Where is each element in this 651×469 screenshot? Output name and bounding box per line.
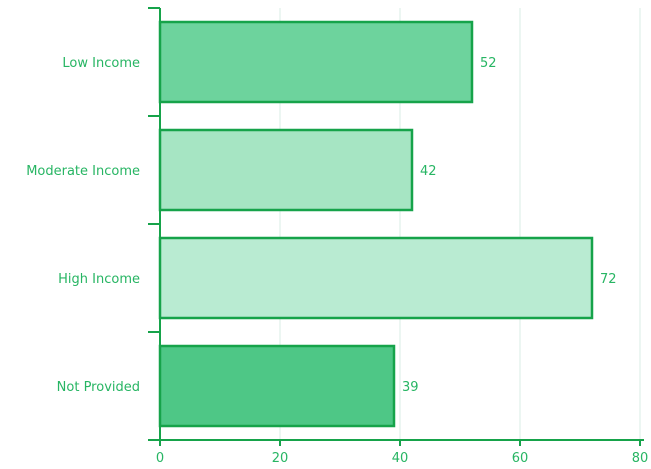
bar-not-provided[interactable] <box>158 344 396 428</box>
bar-moderate-income[interactable] <box>158 128 414 212</box>
x-tick-label: 20 <box>272 451 289 466</box>
axes <box>148 7 644 446</box>
bar-high-income[interactable] <box>158 236 594 320</box>
x-tick-label: 80 <box>632 451 649 466</box>
category-label: Moderate Income <box>26 164 140 179</box>
x-tick-label: 0 <box>156 451 164 466</box>
data-label: 72 <box>600 272 617 287</box>
data-label: 39 <box>402 380 419 395</box>
data-label: 52 <box>480 56 497 71</box>
data-label: 42 <box>420 164 437 179</box>
category-label: Not Provided <box>57 380 140 395</box>
bars <box>158 20 594 428</box>
x-tick-label: 40 <box>392 451 409 466</box>
x-tick-label: 60 <box>512 451 529 466</box>
category-label: Low Income <box>62 56 140 71</box>
labels: 0 20 40 60 80 Low Income 52 Moderate Income 42 Hi… <box>26 56 648 466</box>
category-label: High Income <box>58 272 140 287</box>
bar-low-income[interactable] <box>158 20 474 104</box>
